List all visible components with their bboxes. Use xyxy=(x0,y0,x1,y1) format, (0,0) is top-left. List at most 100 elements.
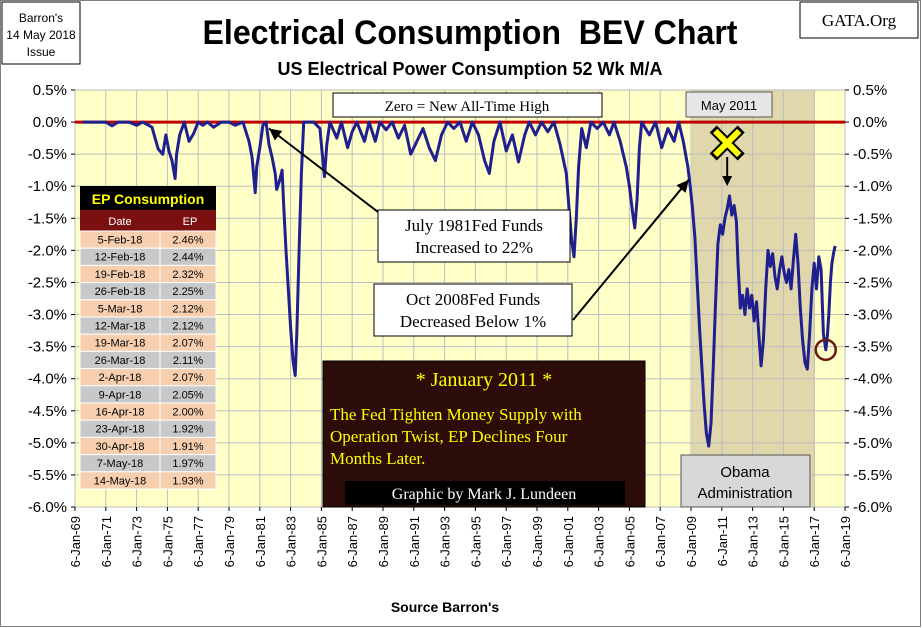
ep-table-cell-date: 7-May-18 xyxy=(97,458,143,470)
ep-table-cell-date: 12-Feb-18 xyxy=(95,252,146,264)
x-tick-label: 6-Jan-01 xyxy=(561,516,576,567)
ep-table-cell-ep: 2.07% xyxy=(172,338,203,350)
y-tick-label: -3.5% xyxy=(28,339,67,356)
y-tick-label: -2.5% xyxy=(853,274,892,291)
ep-table-cell-ep: 2.12% xyxy=(172,303,203,315)
x-tick-label: 6-Jan-69 xyxy=(68,516,83,567)
arrowhead-oct-2008 xyxy=(676,179,689,193)
arrow-oct-2008 xyxy=(572,179,690,321)
x-tick-label: 6-Jan-89 xyxy=(376,516,391,567)
y-tick-label: 0.5% xyxy=(33,82,67,99)
ep-table-cell-date: 30-Apr-18 xyxy=(96,441,145,453)
y-tick-label: -1.5% xyxy=(853,210,892,227)
ep-table-rows: 5-Feb-18 2.46% 12-Feb-18 2.44% 19-Feb-18 2.32… xyxy=(79,230,217,490)
x-tick-label: 6-Jan-79 xyxy=(222,516,237,567)
y-tick-label: -4.5% xyxy=(853,403,892,420)
y-tick-label: -6.0% xyxy=(28,499,67,516)
x-tick-label: 6-Jan-77 xyxy=(191,516,206,567)
ep-table-cell-date: 12-Mar-18 xyxy=(95,321,146,333)
x-tick-label: 6-Jan-19 xyxy=(838,516,853,567)
ep-table-cell-date: 2-Apr-18 xyxy=(99,372,142,384)
x-tick-label: 6-Jan-03 xyxy=(592,516,607,567)
latest-value-circle xyxy=(814,338,837,362)
ep-table-cell-ep: 2.11% xyxy=(173,355,204,367)
ep-table-cell-date: 23-Apr-18 xyxy=(96,424,145,436)
ep-consumption-table: EP Consumption Date EP 5-Feb-18 2.46% 12-F… xyxy=(79,186,217,490)
ep-table-cell-ep: 1.91% xyxy=(172,441,203,453)
y-tick-label: -1.0% xyxy=(853,178,892,195)
x-tick-label: 6-Jan-99 xyxy=(530,516,545,567)
x-tick-label: 6-Jan-93 xyxy=(438,516,453,567)
x-tick-label: 6-Jan-11 xyxy=(715,516,730,566)
y-tick-label: -2.0% xyxy=(28,242,67,259)
x-tick-label: 6-Jan-07 xyxy=(653,516,668,567)
x-tick-label: 6-Jan-81 xyxy=(253,516,268,567)
y-tick-label: -4.0% xyxy=(28,371,67,388)
x-tick-label: 6-Jan-73 xyxy=(130,516,145,567)
ep-table-cell-date: 19-Mar-18 xyxy=(95,338,146,350)
ep-table-header-date: Date xyxy=(108,216,131,228)
x-tick-label: 6-Jan-13 xyxy=(746,516,761,567)
x-tick-label: 6-Jan-83 xyxy=(284,516,299,567)
jan-2011-body-1: The Fed Tighten Money Supply with xyxy=(330,405,582,424)
y-tick-label: 0.5% xyxy=(853,82,887,99)
credit-label: Graphic by Mark J. Lundeen xyxy=(392,486,576,503)
x-tick-label: 6-Jan-75 xyxy=(160,516,175,567)
ep-table-cell-date: 5-Feb-18 xyxy=(98,235,143,247)
x-tick-label: 6-Jan-97 xyxy=(499,516,514,567)
july-1981-box xyxy=(377,209,571,263)
y-tick-label: -5.0% xyxy=(853,435,892,452)
x-tick-label: 6-Jan-95 xyxy=(468,516,483,567)
ep-table-cell-ep: 1.92% xyxy=(172,424,203,436)
zero-label: Zero = New All-Time High xyxy=(385,99,550,115)
oct-2008-line-2: Decreased Below 1% xyxy=(400,312,546,331)
ep-table-cell-ep: 2.32% xyxy=(172,269,203,281)
may-2011-x xyxy=(713,128,742,158)
ep-table-cell-ep: 2.00% xyxy=(172,407,203,419)
issue-line-2: 14 May 2018 xyxy=(6,28,76,42)
ep-table-title-bg xyxy=(80,186,216,210)
ep-table-cell-ep-bg xyxy=(159,471,217,490)
y-tick-label: -1.0% xyxy=(28,178,67,195)
ep-table-cell-date: 26-Feb-18 xyxy=(95,286,146,298)
obama-line-2: Administration xyxy=(697,485,792,502)
y-tick-label: -2.0% xyxy=(853,242,892,259)
y-tick-label: -5.5% xyxy=(853,467,892,484)
arrow-july-1981 xyxy=(268,127,379,213)
ep-table-cell-ep: 2.07% xyxy=(172,372,203,384)
y-tick-label: -4.0% xyxy=(853,371,892,388)
oct-2008-line-1: Oct 2008Fed Funds xyxy=(406,290,540,309)
y-axis-left: 0.5% 0.0% -0.5% -1.0% -1.5% -2.0% -2.5% -3.0% -3… xyxy=(28,82,75,516)
site-box xyxy=(799,1,919,39)
may-2011-marker xyxy=(709,125,745,186)
y-tick-label: -3.0% xyxy=(28,307,67,324)
may-2011-arrowhead xyxy=(722,176,733,186)
x-tick-label: 6-Jan-85 xyxy=(314,516,329,567)
oct-2008-box xyxy=(373,283,573,337)
ep-table-cell-ep: 2.44% xyxy=(172,252,203,264)
y-tick-label: -6.0% xyxy=(853,499,892,516)
ep-table-cell-ep: 1.93% xyxy=(172,475,203,487)
site-label: GATA.Org xyxy=(822,11,897,30)
ep-table-cell-date: 19-Feb-18 xyxy=(95,269,146,281)
x-tick-label: 6-Jan-17 xyxy=(807,516,822,567)
july-1981-line-1: July 1981Fed Funds xyxy=(405,216,543,235)
x-axis-label: Source Barron's xyxy=(391,599,500,615)
y-tick-label: -4.5% xyxy=(28,403,67,420)
ep-table-title: EP Consumption xyxy=(92,191,205,207)
x-tick-label: 6-Jan-05 xyxy=(622,516,637,567)
issue-line-3: Issue xyxy=(27,45,56,59)
issue-line-1: Barron's xyxy=(19,11,63,25)
ep-table-cell-date: 9-Apr-18 xyxy=(99,389,142,401)
y-tick-label: -0.5% xyxy=(853,146,892,163)
y-tick-label: -3.0% xyxy=(853,307,892,324)
series-line xyxy=(82,120,837,448)
ep-table-cell-date: 5-Mar-18 xyxy=(98,303,143,315)
y-tick-label: 0.0% xyxy=(853,114,887,131)
y-tick-label: -5.5% xyxy=(28,467,67,484)
y-tick-label: -0.5% xyxy=(28,146,67,163)
ep-table-header-bg xyxy=(80,210,216,231)
issue-box xyxy=(1,1,81,65)
